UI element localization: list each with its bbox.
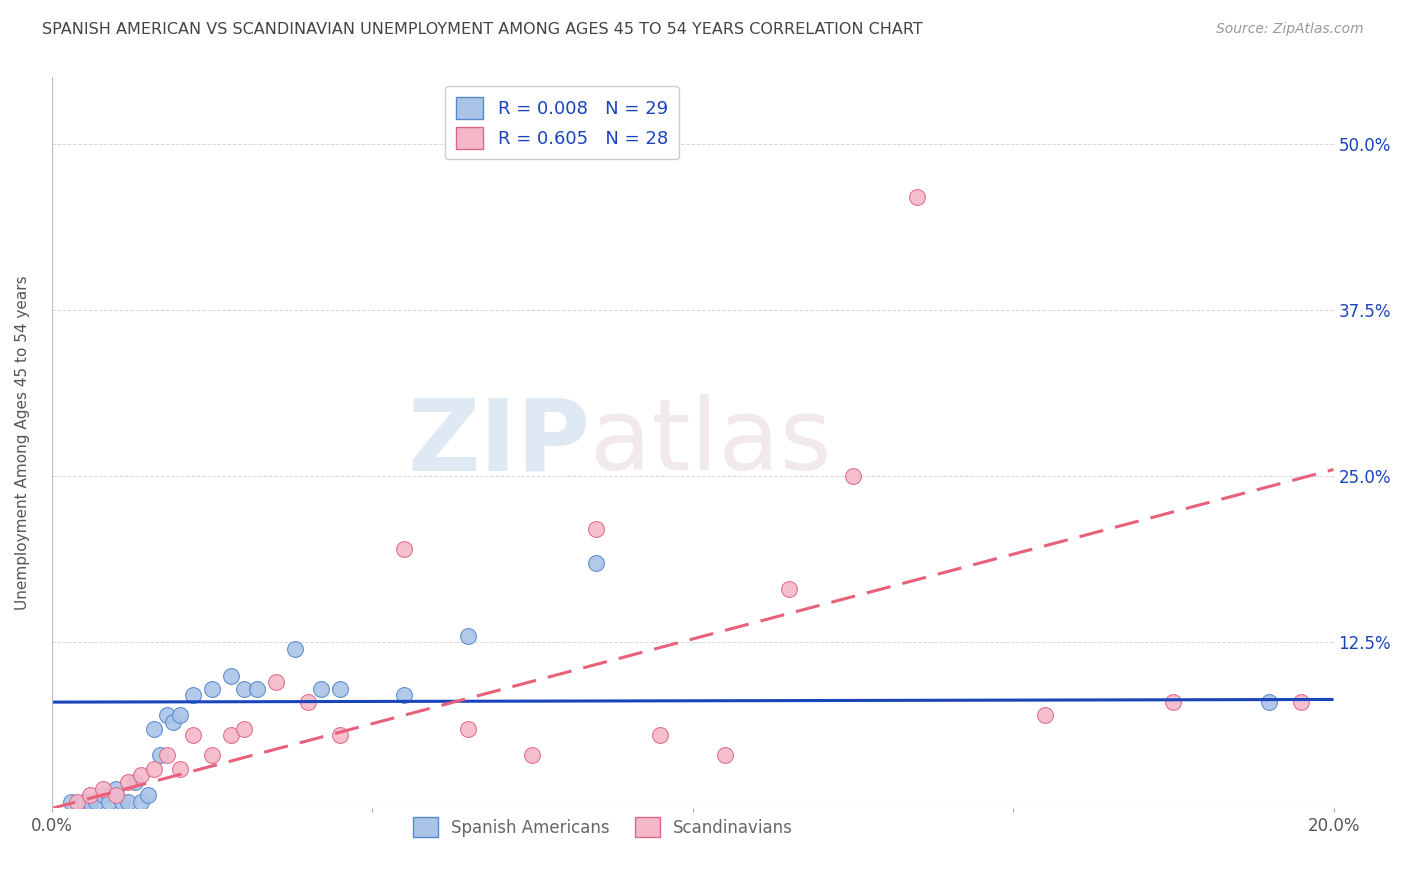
Text: Source: ZipAtlas.com: Source: ZipAtlas.com [1216,22,1364,37]
Point [72,795,94,809]
Point [117,775,139,789]
Text: SPANISH AMERICAN VS SCANDINAVIAN UNEMPLOYMENT AMONG AGES 45 TO 54 YEARS CORRELAT: SPANISH AMERICAN VS SCANDINAVIAN UNEMPLO… [42,22,922,37]
Point [143,762,166,776]
Point [111,795,134,809]
Point [1291,695,1313,709]
Point [457,629,479,643]
Point [329,728,352,742]
Point [201,681,224,696]
Point [264,675,287,690]
Point [329,681,352,696]
Point [169,708,191,723]
Point [457,722,479,736]
Point [650,728,672,742]
Point [129,795,152,809]
Point [585,522,607,536]
Point [232,722,254,736]
Point [309,681,332,696]
Text: atlas: atlas [591,394,831,491]
Y-axis label: Unemployment Among Ages 45 to 54 years: Unemployment Among Ages 45 to 54 years [15,276,30,610]
Legend: Spanish Americans, Scandinavians: Spanish Americans, Scandinavians [406,810,800,844]
Point [98,795,121,809]
Point [149,748,172,763]
Point [201,748,224,763]
Point [392,542,415,557]
Point [66,795,89,809]
Point [104,788,127,802]
Point [162,714,184,729]
Point [156,748,179,763]
Point [1161,695,1184,709]
Text: ZIP: ZIP [408,394,591,491]
Point [219,668,242,682]
Point [136,788,159,802]
Point [585,556,607,570]
Point [232,681,254,696]
Point [905,190,928,204]
Point [104,781,127,796]
Point [79,788,101,802]
Point [219,728,242,742]
Point [59,795,82,809]
Point [181,728,204,742]
Point [297,695,319,709]
Point [91,781,114,796]
Point [778,582,800,596]
Point [79,795,101,809]
Point [129,768,152,782]
Point [156,708,179,723]
Point [86,795,108,809]
Point [124,775,146,789]
Point [842,469,865,483]
Point [392,689,415,703]
Point [522,748,544,763]
Point [713,748,735,763]
Point [143,722,166,736]
Point [117,795,139,809]
Point [181,689,204,703]
Point [1033,708,1056,723]
Point [1258,695,1281,709]
Point [246,681,269,696]
Point [91,788,114,802]
Point [169,762,191,776]
Point [284,642,307,657]
